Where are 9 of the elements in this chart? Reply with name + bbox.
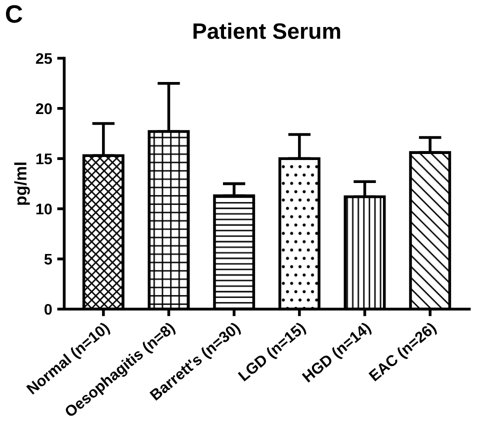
y-tick-label: 25 xyxy=(36,53,52,64)
y-tick-label: 20 xyxy=(36,103,52,114)
text: C xyxy=(6,5,22,23)
y-tick-label: 5 xyxy=(44,254,52,265)
y-tick-label: 15 xyxy=(36,154,52,164)
chart-title: Patient Serum xyxy=(194,22,340,40)
y-tick-label: 10 xyxy=(36,204,52,214)
y-axis-title: pg/ml xyxy=(14,162,30,205)
y-tick-label: 0 xyxy=(44,304,52,315)
